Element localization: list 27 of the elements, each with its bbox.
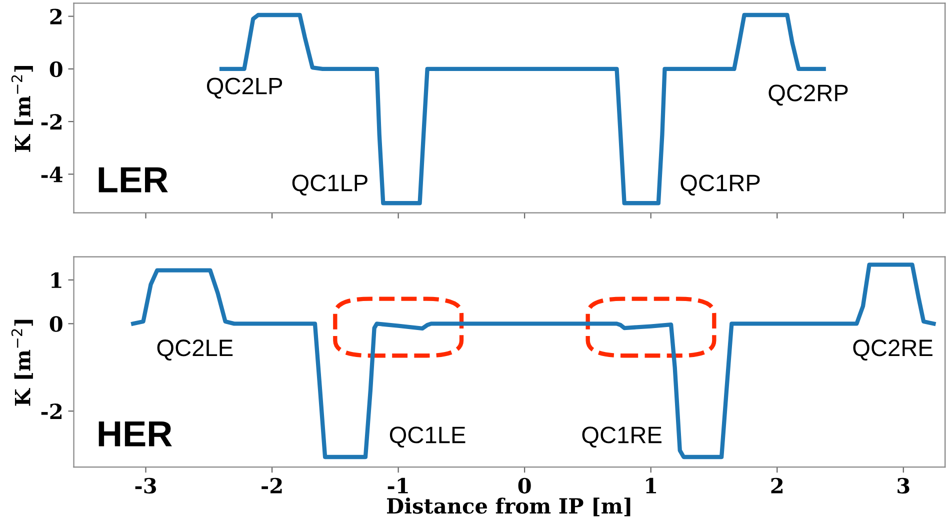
y-tick-label: -2 xyxy=(41,404,62,420)
y-axis-title: K [m$^{−2}$] xyxy=(11,66,33,152)
annotation: QC2LE xyxy=(157,340,233,360)
annotation: HER xyxy=(98,421,172,446)
x-axis-title: Distance from IP [m] xyxy=(387,498,630,516)
x-tick-label: -3 xyxy=(135,478,156,494)
annotation: QC2RP xyxy=(768,84,848,106)
annotation: QC1LP xyxy=(292,174,368,196)
y-tick-label: 0 xyxy=(50,61,62,78)
x-tick-label: 3 xyxy=(898,478,910,494)
x-tick-label: 2 xyxy=(771,478,782,494)
annotation: QC2LP xyxy=(206,78,282,99)
annotation: LER xyxy=(98,167,168,192)
y-tick-label: 2 xyxy=(50,8,62,24)
y-axis-title: K [m$^{−2}$] xyxy=(11,320,33,406)
y-tick-label: 1 xyxy=(51,272,62,288)
x-tick-label: 1 xyxy=(646,478,656,494)
y-tick-label: -2 xyxy=(41,114,62,130)
y-tick-label: 0 xyxy=(50,316,62,332)
annotation: QC1RE xyxy=(582,426,662,448)
annotation: QC2RE xyxy=(853,340,932,360)
annotation: QC1LE xyxy=(390,426,466,448)
x-tick-label: -2 xyxy=(262,478,282,494)
x-tick-label: -1 xyxy=(388,478,408,494)
y-tick-label: -4 xyxy=(41,166,63,182)
x-tick-label: 0 xyxy=(518,478,531,494)
annotation: QC1RP xyxy=(680,174,760,196)
